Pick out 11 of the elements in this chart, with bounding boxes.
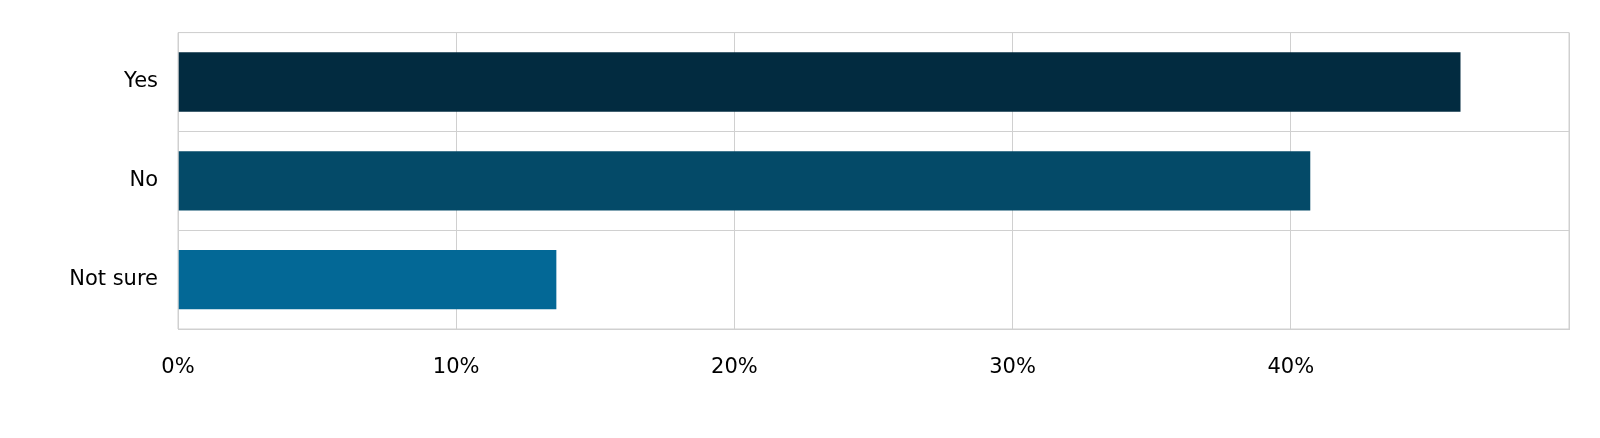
bar <box>178 151 1311 211</box>
y-tick-label: Not sure <box>69 266 158 291</box>
y-tick-label: No <box>129 167 158 192</box>
bar <box>178 52 1461 112</box>
x-tick-label: 30% <box>989 354 1036 379</box>
x-tick-label: 20% <box>711 354 758 379</box>
bar <box>178 249 557 310</box>
x-tick-label: 0% <box>161 354 195 379</box>
x-tick-label: 10% <box>432 354 480 379</box>
y-tick-label: Yes <box>123 68 158 93</box>
x-tick-label: 40% <box>1267 354 1315 379</box>
